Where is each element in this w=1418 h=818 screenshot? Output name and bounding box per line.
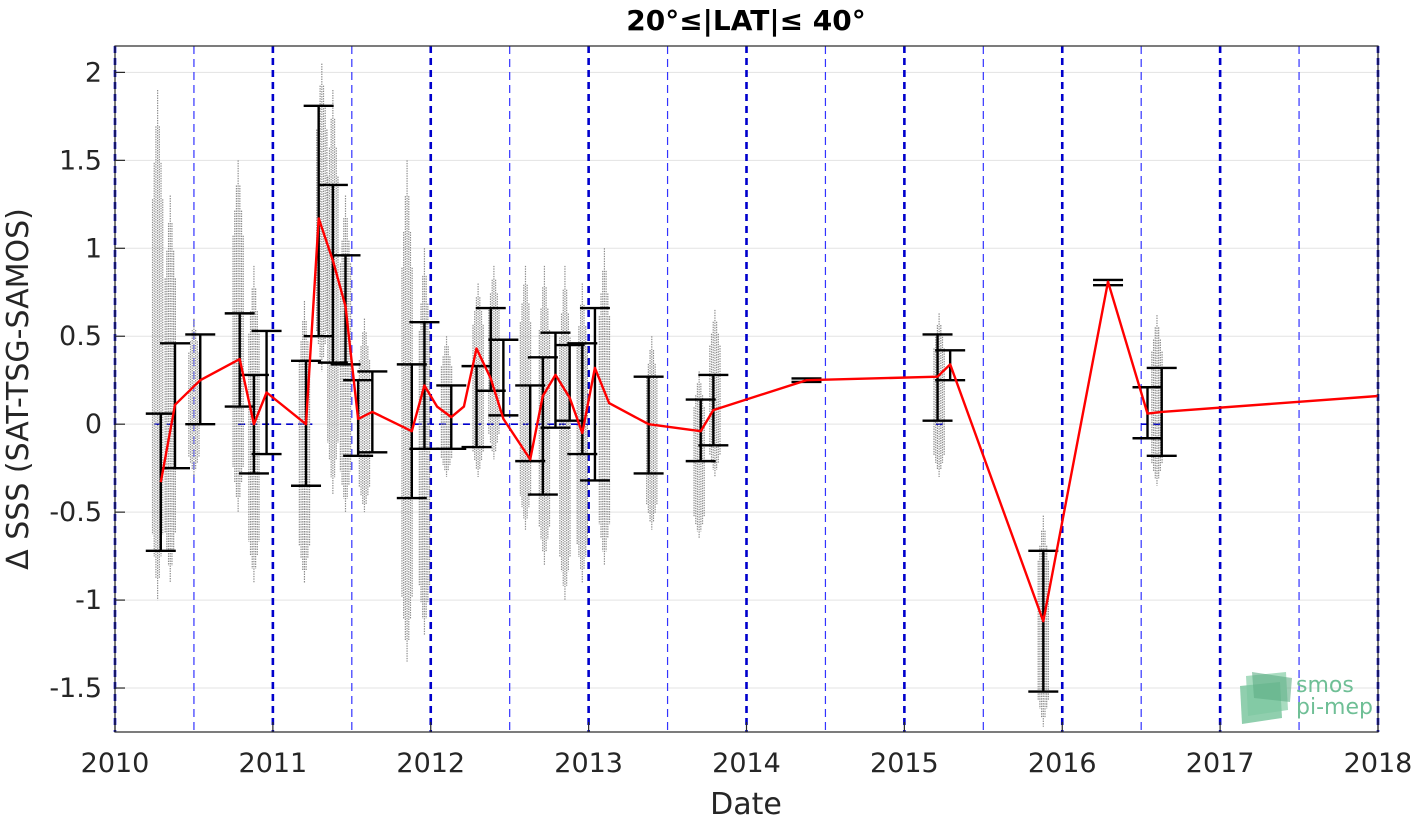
y-tick-label: 0.5 [59,321,102,352]
error-bar [579,306,610,482]
error-bar [567,342,598,456]
y-tick-label: 0 [85,409,102,440]
y-tick-label: -0.5 [49,497,102,528]
y-tick-label: -1 [75,585,102,616]
error-bar [317,183,348,364]
error-bar [515,384,546,463]
y-tick-label: 1 [85,233,102,264]
scatter-cluster [401,160,413,662]
x-axis-title: Date [710,787,782,818]
x-tick-label: 2017 [1186,748,1255,779]
x-tick-label: 2015 [870,748,939,779]
y-axis: -1.5 -1 -0.5 0 0.5 1 1.5 2 [49,57,125,704]
x-axis: 2010 2011 2012 2013 2014 2015 2016 2017 2018 [81,722,1413,779]
scatter-cluster [933,313,945,477]
error-bar [461,364,492,449]
scatter-cluster [188,318,200,477]
smos-pi-mep-logo: smos pi-mep [1240,672,1373,724]
scatter-cluster [327,89,339,495]
error-bar [540,331,571,429]
scatter-cluster [598,248,611,565]
scatter-cluster [646,336,658,530]
error-bar [145,412,176,553]
x-tick-label: 2016 [1028,748,1097,779]
x-tick-label: 2013 [554,748,623,779]
monthly-mean-line [159,217,1379,623]
error-bar [554,343,585,422]
mean-line-path [159,217,1379,623]
y-axis-title: Δ SSS (SAT-TSG-SAMOS) [1,208,36,570]
chart-title: 20°≤|LAT|≤ 40° [626,4,866,37]
y-tick-label: -1.5 [49,673,102,704]
svg-text:pi-mep: pi-mep [1296,695,1373,720]
x-tick-label: 2010 [81,748,150,779]
svg-text:smos: smos [1296,673,1354,698]
scatter-cluster [519,265,532,530]
x-tick-label: 2012 [396,748,465,779]
y-tick-label: 2 [85,57,102,88]
x-tick-label: 2018 [1344,748,1413,779]
scatter-cluster [559,265,571,601]
x-tick-label: 2014 [712,748,781,779]
scatter-cluster [164,195,176,583]
scatter-cluster [576,283,589,583]
error-bar [527,356,558,496]
y-tick-label: 1.5 [59,145,102,176]
x-tick-label: 2011 [239,748,308,779]
